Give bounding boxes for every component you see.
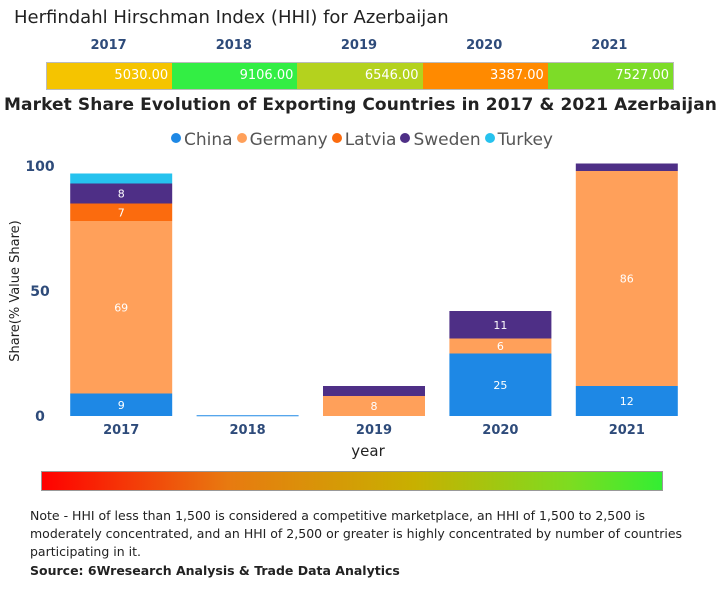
x-axis-label: year (351, 442, 385, 460)
legend-item: Latvia (331, 130, 397, 150)
x-tick-label: 2021 (609, 423, 645, 438)
bar-segment (575, 171, 678, 386)
x-tick-label: 2019 (356, 423, 392, 438)
y-tick-label: 0 (35, 409, 45, 425)
bar-segment (449, 311, 552, 339)
legend-label: Turkey (497, 130, 553, 150)
bar-segment (575, 163, 678, 171)
data-label: 8 (118, 188, 125, 201)
data-label: 25 (493, 379, 507, 392)
data-label: 8 (371, 400, 378, 413)
bar-segment (70, 203, 173, 221)
legend-item: China (171, 130, 233, 150)
bar-segment (323, 396, 425, 416)
hhi-title: Herfindahl Hirschman Index (HHI) for Aze… (14, 7, 449, 28)
hhi-color-bar: 5030.00 9106.00 6546.00 3387.00 7527.00 (46, 62, 674, 90)
hhi-cell: 6546.00 (297, 63, 423, 89)
hhi-year-row: 2017 2018 2019 2020 2021 (46, 38, 674, 56)
x-tick-label: 2020 (482, 423, 518, 438)
bar-segment (70, 183, 173, 204)
bar-segment (70, 393, 173, 416)
legend-dot-icon (331, 133, 342, 143)
hhi-value: 5030.00 (114, 68, 169, 83)
hhi-value: 7527.00 (615, 68, 669, 83)
hhi-cell: 5030.00 (47, 63, 173, 89)
data-label: 11 (493, 319, 507, 332)
bar-segment (449, 353, 552, 416)
hhi-gradient-scale (41, 471, 663, 491)
source-text: Source: 6Wresearch Analysis & Trade Data… (30, 563, 400, 578)
bar-segment (70, 173, 173, 184)
x-tick-label: 2018 (230, 423, 266, 438)
bar-segment (449, 338, 552, 354)
data-label: 7 (118, 206, 125, 219)
hhi-cell: 3387.00 (422, 63, 548, 89)
data-label: 12 (620, 395, 634, 408)
hhi-value: 6546.00 (364, 68, 419, 83)
legend-dot-icon (400, 133, 411, 143)
data-label: 86 (620, 273, 634, 286)
bar-segment (70, 221, 173, 394)
hhi-year-label: 2021 (591, 38, 628, 53)
hhi-year-label: 2020 (466, 38, 503, 53)
hhi-value: 3387.00 (490, 68, 544, 83)
legend-label: Sweden (413, 130, 481, 150)
bar-segment (323, 386, 425, 396)
legend-item: Germany (236, 130, 328, 150)
hhi-cell: 9106.00 (172, 63, 298, 89)
data-label: 9 (118, 399, 125, 412)
legend-label: China (184, 130, 233, 150)
hhi-year-label: 2018 (215, 38, 252, 53)
y-axis-label: Share(% Value Share) (8, 220, 23, 362)
legend-dot-icon (171, 133, 181, 143)
legend-item: Turkey (484, 130, 553, 150)
legend-dot-icon (484, 133, 495, 143)
hhi-year-label: 2017 (90, 38, 127, 53)
data-label: 69 (114, 301, 128, 314)
y-tick-label: 100 (25, 159, 54, 175)
hhi-cell: 7527.00 (547, 63, 673, 89)
legend-label: Latvia (344, 130, 397, 150)
chart-legend: China Germany Latvia Sweden Turkey (0, 130, 724, 150)
hhi-note: Note - HHI of less than 1,500 is conside… (30, 508, 683, 559)
y-tick-label: 50 (30, 284, 50, 300)
stacked-bar-chart: 0 50 100 Share(% Value Share) 9 69 7 8 2017 2018 8… (8, 159, 678, 460)
legend-dot-icon (236, 133, 247, 143)
legend-item: Sweden (400, 130, 481, 150)
chart-title: Market Share Evolution of Exporting Coun… (4, 95, 718, 115)
data-label: 6 (497, 340, 504, 353)
hhi-value: 9106.00 (239, 68, 294, 83)
x-tick-label: 2017 (103, 423, 139, 438)
bar-segment (575, 386, 678, 416)
hhi-year-label: 2019 (340, 38, 378, 53)
bar-segment (196, 415, 299, 417)
legend-label: Germany (249, 130, 328, 150)
